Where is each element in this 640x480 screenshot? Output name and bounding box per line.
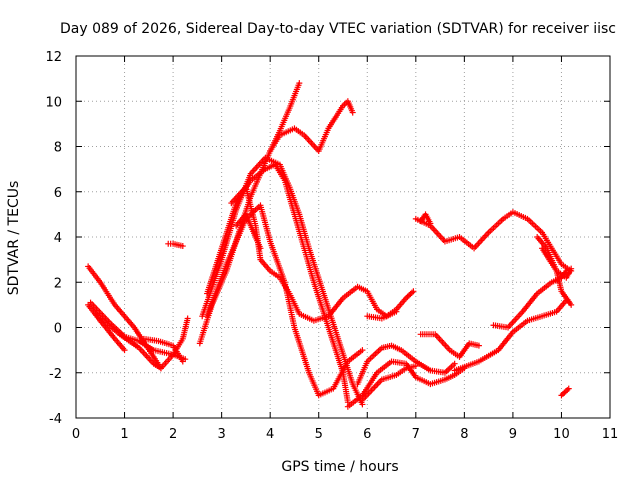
series-track-16 — [359, 362, 419, 403]
chart-title: Day 089 of 2026, Sidereal Day-to-day VTE… — [60, 21, 616, 37]
series-markers — [451, 297, 570, 374]
series-layer — [85, 80, 575, 410]
series-track-18 — [412, 209, 575, 274]
x-tick-label: 6 — [363, 427, 371, 442]
x-tick-label: 2 — [169, 427, 177, 442]
y-tick-label: 2 — [54, 276, 62, 291]
series-markers — [140, 335, 186, 365]
y-tick-label: 4 — [54, 231, 62, 246]
series-markers — [233, 211, 264, 252]
series-markers — [364, 308, 400, 322]
x-tick-label: 10 — [553, 427, 570, 442]
series-track-25 — [558, 385, 572, 399]
y-tick-label: -4 — [49, 412, 62, 427]
series-track-12 — [233, 211, 264, 252]
series-markers — [354, 342, 458, 388]
series-markers — [359, 362, 419, 403]
series-markers — [417, 331, 482, 360]
x-tick-label: 5 — [315, 427, 323, 442]
series-track-15 — [354, 342, 458, 388]
series-track-4 — [92, 310, 191, 372]
series-markers — [92, 310, 191, 372]
series-track-20 — [417, 331, 482, 360]
x-axis-label: GPS time / hours — [281, 459, 398, 475]
y-axis-label: SDTVAR / TECUs — [6, 181, 22, 296]
series-track-5 — [140, 335, 186, 365]
x-tick-label: 1 — [120, 427, 128, 442]
y-tick-label: 8 — [54, 141, 62, 156]
series-markers — [165, 240, 186, 250]
y-tick-label: 12 — [45, 50, 62, 65]
series-markers — [267, 98, 356, 155]
series-markers — [417, 211, 434, 227]
x-tick-label: 9 — [509, 427, 517, 442]
y-tick-label: -2 — [49, 367, 62, 382]
y-tick-labels: -4 -2 0 2 4 6 8 10 12 — [45, 50, 62, 427]
x-tick-label: 0 — [72, 427, 80, 442]
x-tick-labels: 0 1 2 3 4 5 6 7 8 9 10 11 — [72, 427, 618, 442]
series-track-19 — [417, 211, 434, 227]
series-markers — [534, 234, 575, 308]
series-track-21 — [451, 297, 570, 374]
y-tick-label: 6 — [54, 186, 62, 201]
axis-ticks — [75, 55, 611, 419]
x-tick-label: 4 — [266, 427, 274, 442]
x-tick-label: 8 — [460, 427, 468, 442]
series-track-24 — [534, 234, 575, 308]
series-track-6 — [165, 240, 186, 250]
series-markers — [412, 209, 575, 274]
x-tick-label: 3 — [217, 427, 225, 442]
series-track-13 — [267, 98, 356, 155]
series-markers — [558, 385, 572, 399]
x-tick-label: 11 — [602, 427, 619, 442]
x-tick-label: 7 — [412, 427, 420, 442]
y-tick-label: 10 — [45, 95, 62, 110]
y-tick-label: 0 — [54, 322, 62, 337]
series-track-17 — [364, 308, 400, 322]
